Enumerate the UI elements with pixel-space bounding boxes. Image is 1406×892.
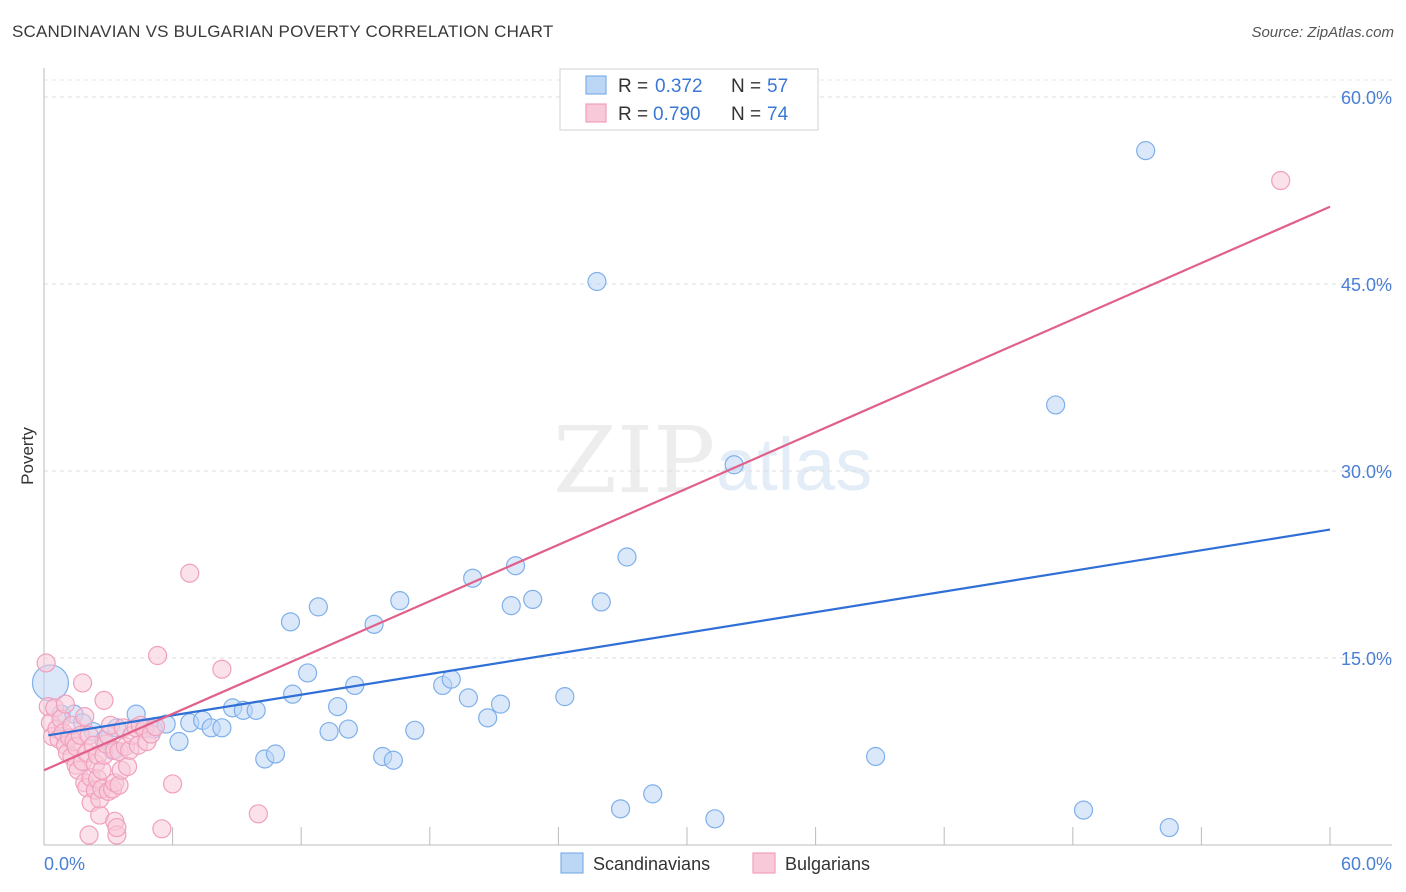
- point-bulgarians-72: [1271, 170, 1291, 191]
- point-scandinavians-44: [555, 687, 575, 707]
- y-tick-label-1: 30.0%: [1341, 462, 1392, 482]
- point-scandinavians-56: [1159, 817, 1179, 838]
- legend-r-value-2: 0.790: [653, 104, 701, 125]
- point-bulgarians-70: [212, 659, 232, 679]
- y-tick-label-0: 15.0%: [1341, 649, 1392, 669]
- point-scandinavians-33: [390, 591, 410, 611]
- bottom-legend-swatch-bulgarians: [752, 852, 776, 874]
- point-bulgarians-66: [147, 645, 168, 666]
- bottom-legend-swatch-scandinavians: [560, 852, 584, 874]
- point-scandinavians-27: [328, 697, 348, 717]
- axes: [43, 68, 1392, 846]
- trendline-scandinavians: [48, 528, 1331, 737]
- point-bulgarians-26: [79, 825, 99, 845]
- y-tick-label-2: 45.0%: [1341, 275, 1392, 295]
- point-scandinavians-46: [591, 592, 611, 612]
- point-scandinavians-36: [441, 669, 461, 689]
- point-scandinavians-39: [478, 708, 498, 728]
- point-scandinavians-21: [265, 744, 286, 764]
- series-bulgarians: [36, 170, 1291, 845]
- point-bulgarians-50: [107, 817, 127, 838]
- source-label: Source: ZipAtlas.com: [1251, 24, 1394, 41]
- correlation-legend: R = 0.372 N = 57 R = 0.790 N = 74: [559, 68, 819, 131]
- legend-n-value-2: 74: [767, 104, 789, 125]
- trendlines: [43, 205, 1331, 772]
- chart-title: SCANDINAVIAN VS BULGARIAN POVERTY CORREL…: [12, 22, 554, 41]
- y-tick-labels: 15.0% 30.0% 45.0% 60.0%: [1341, 88, 1392, 669]
- point-bulgarians-40: [94, 690, 114, 710]
- point-scandinavians-32: [383, 750, 403, 770]
- x-tick-label-max: 60.0%: [1341, 854, 1392, 874]
- watermark-zip: ZIP: [553, 407, 715, 514]
- point-bulgarians-56: [117, 756, 138, 777]
- legend-r-value-1: 0.372: [655, 76, 703, 97]
- point-bulgarians-23: [75, 706, 95, 727]
- point-scandinavians-40: [490, 694, 511, 714]
- y-axis-title: Poverty: [18, 427, 37, 485]
- point-scandinavians-50: [705, 809, 725, 829]
- point-scandinavians-34: [405, 720, 425, 740]
- bottom-legend-bulgarians: Bulgarians: [785, 854, 870, 874]
- legend-swatch-scandinavians: [585, 75, 607, 95]
- point-bulgarians-21: [72, 673, 93, 693]
- point-scandinavians-19: [246, 700, 266, 720]
- data-points: [31, 141, 1291, 845]
- point-scandinavians-48: [617, 547, 637, 567]
- y-tick-label-3: 60.0%: [1341, 88, 1392, 108]
- point-scandinavians-49: [643, 784, 663, 804]
- point-scandinavians-30: [364, 614, 384, 634]
- point-scandinavians-12: [169, 731, 189, 752]
- point-bulgarians-71: [248, 804, 268, 824]
- point-scandinavians-22: [280, 612, 301, 632]
- point-scandinavians-43: [523, 589, 543, 610]
- point-scandinavians-28: [338, 719, 358, 739]
- legend-n-label-2: N =: [731, 104, 761, 125]
- point-scandinavians-24: [298, 663, 318, 683]
- series-legend: Scandinavians Bulgarians: [560, 852, 870, 874]
- point-scandinavians-26: [319, 721, 339, 742]
- legend-n-value-1: 57: [767, 76, 788, 97]
- point-scandinavians-47: [610, 799, 631, 819]
- legend-r-label-1: R =: [618, 76, 648, 97]
- x-tick-label-min: 0.0%: [44, 854, 85, 874]
- trendline-bulgarians: [43, 205, 1331, 772]
- point-scandinavians-55: [1136, 141, 1156, 161]
- gridlines: [44, 79, 1392, 659]
- point-bulgarians-68: [163, 774, 183, 794]
- point-scandinavians-25: [308, 597, 328, 617]
- bottom-legend-scandinavians: Scandinavians: [593, 854, 710, 874]
- point-scandinavians-37: [458, 688, 478, 708]
- legend-swatch-bulgarians: [585, 103, 607, 123]
- legend-r-label-2: R =: [618, 104, 648, 125]
- point-scandinavians-54: [1073, 800, 1094, 820]
- point-scandinavians-16: [212, 718, 232, 738]
- point-bulgarians-69: [180, 563, 200, 583]
- legend-n-label-1: N =: [731, 76, 761, 97]
- point-bulgarians-67: [152, 819, 172, 839]
- watermark: ZIP atlas: [553, 407, 872, 514]
- point-scandinavians-45: [587, 271, 607, 292]
- point-bulgarians-0: [36, 653, 56, 673]
- point-scandinavians-53: [1046, 395, 1066, 415]
- point-scandinavians-52: [866, 746, 886, 767]
- point-scandinavians-41: [501, 596, 521, 616]
- point-bulgarians-9: [55, 694, 76, 714]
